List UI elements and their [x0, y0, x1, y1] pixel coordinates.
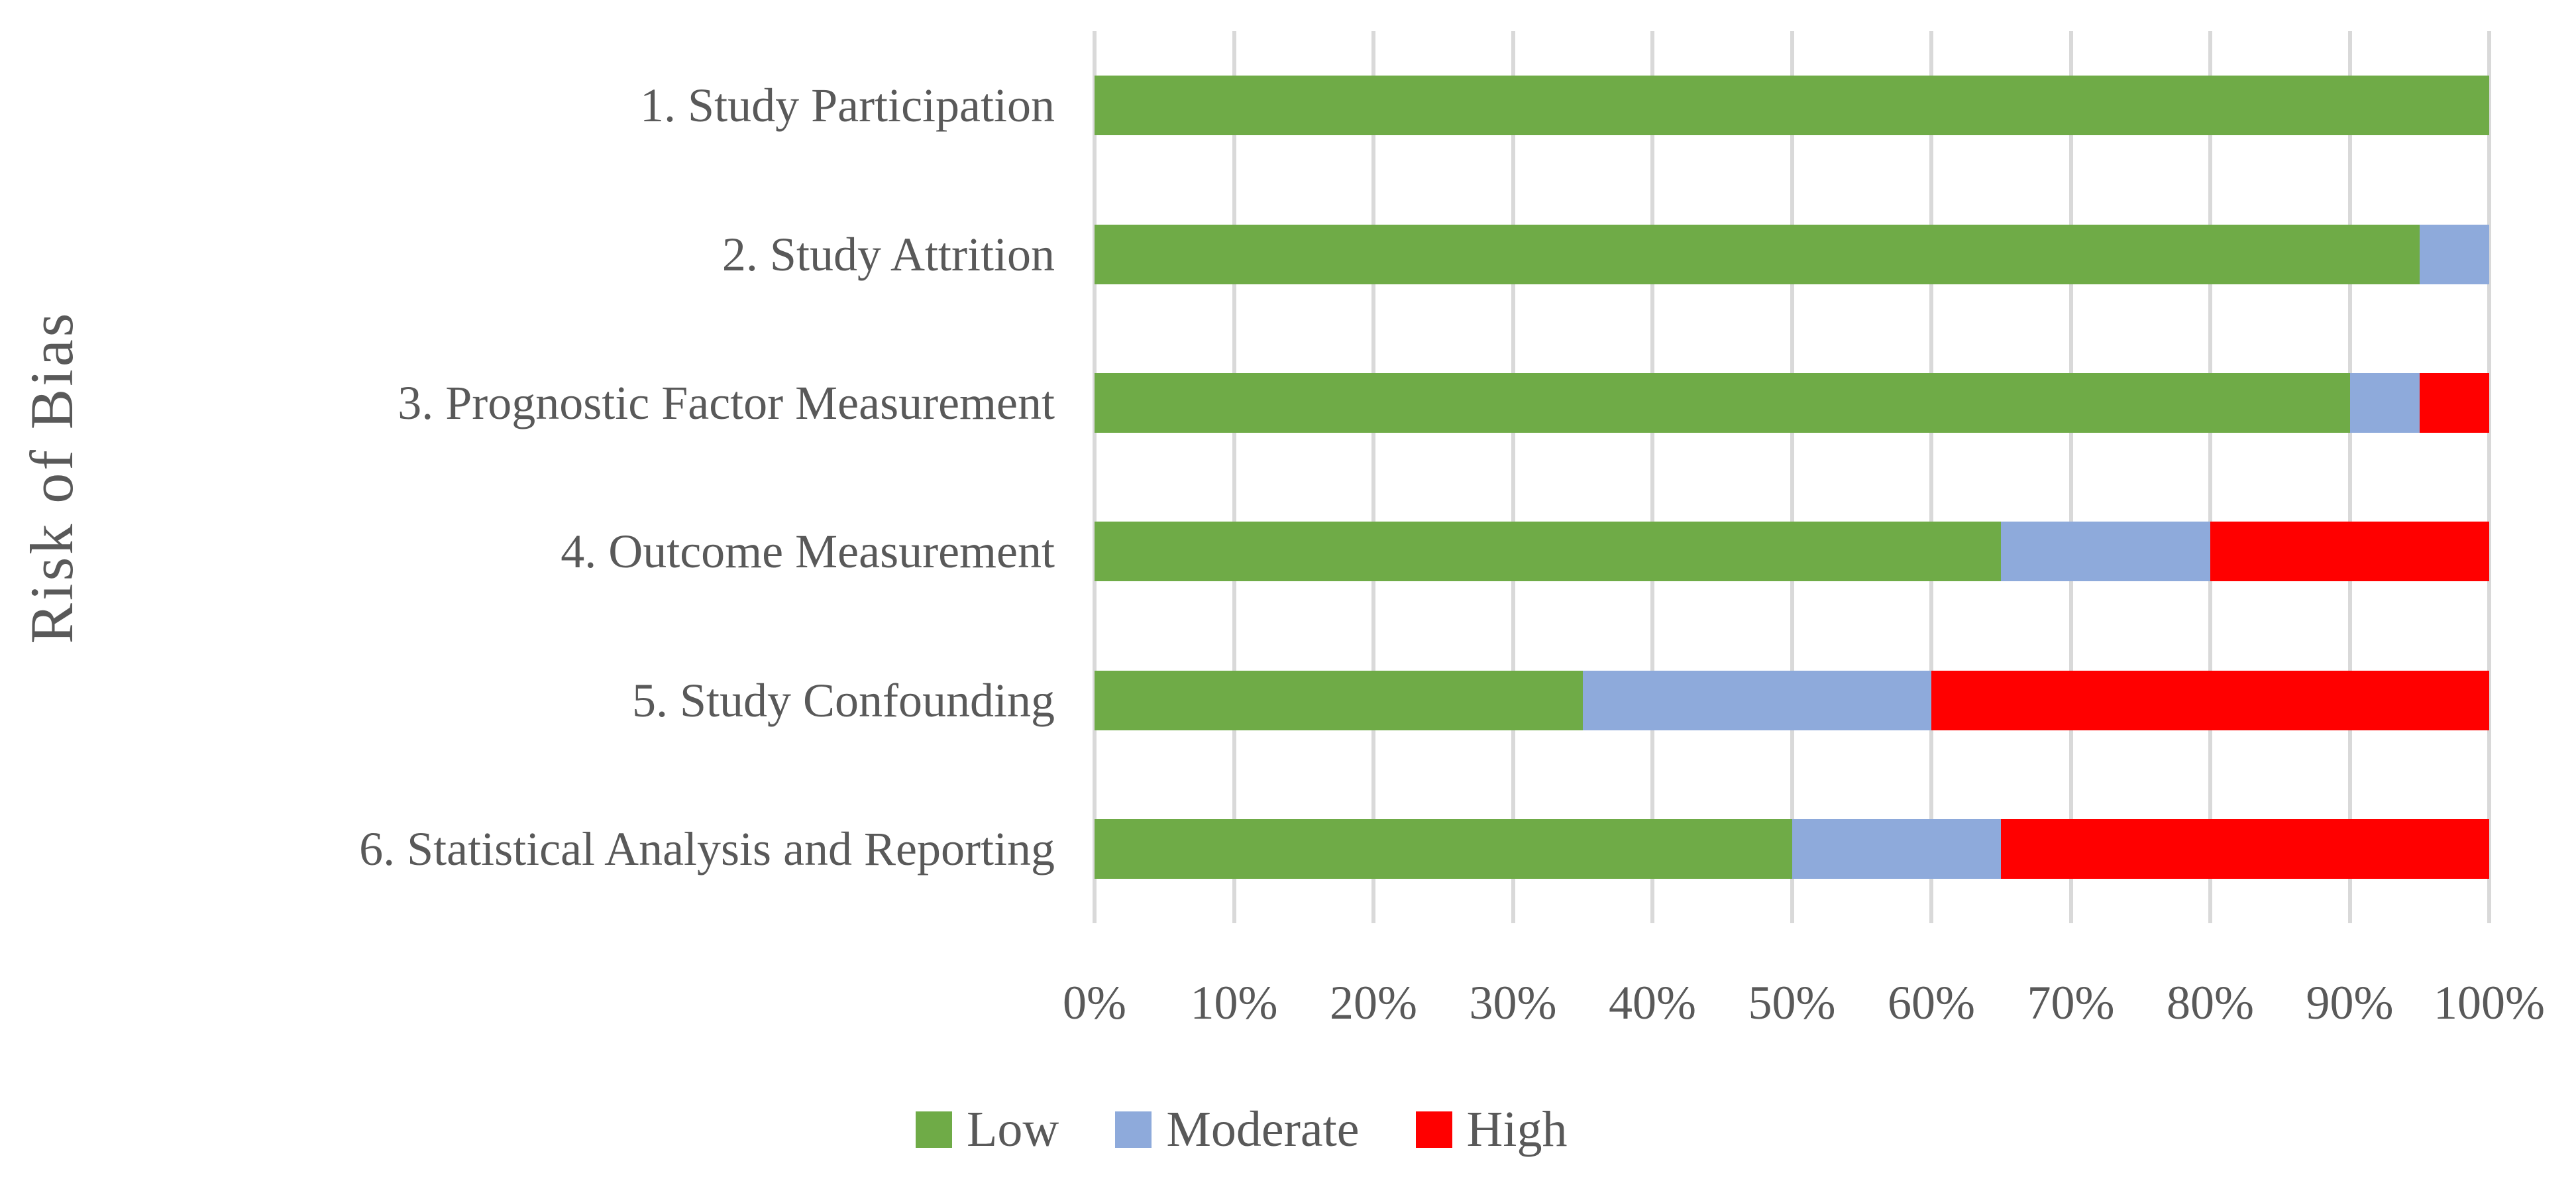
gridline-50% — [1790, 31, 1794, 923]
legend-label-high: High — [1466, 1101, 1568, 1157]
x-tick-label: 100% — [2434, 976, 2545, 1029]
category-label: 6. Statistical Analysis and Reporting — [359, 822, 1055, 875]
bar-segment-low — [1095, 76, 2489, 136]
bar-row — [1095, 522, 2489, 582]
category-label: 2. Study Attrition — [722, 227, 1055, 281]
legend-swatch-high — [1415, 1111, 1452, 1148]
x-tick-label: 50% — [1748, 976, 1836, 1029]
legend-label-low: Low — [967, 1101, 1059, 1157]
gridline-0% — [1093, 31, 1097, 923]
bar-row — [1095, 670, 2489, 730]
legend-swatch-moderate — [1115, 1111, 1152, 1148]
bar-segment-high — [2419, 372, 2489, 433]
bar-segment-moderate — [2349, 372, 2420, 433]
gridline-70% — [2068, 31, 2073, 923]
x-tick-label: 90% — [2306, 976, 2394, 1029]
x-tick-label: 10% — [1190, 976, 1278, 1029]
x-tick-label: 70% — [2027, 976, 2115, 1029]
bar-segment-low — [1095, 670, 1583, 730]
bar-row — [1095, 76, 2489, 136]
x-tick-label: 30% — [1469, 976, 1557, 1029]
bar-segment-low — [1095, 818, 1792, 879]
category-label: 1. Study Participation — [640, 79, 1055, 133]
bar-segment-moderate — [2001, 522, 2210, 582]
gridline-20% — [1371, 31, 1375, 923]
gridline-100% — [2487, 31, 2491, 923]
x-tick-label: 80% — [2167, 976, 2254, 1029]
bar-segment-high — [2001, 818, 2489, 879]
gridline-60% — [1929, 31, 1933, 923]
x-tick-label: 0% — [1063, 976, 1126, 1029]
bar-segment-moderate — [1792, 818, 2002, 879]
bar-row — [1095, 372, 2489, 433]
category-label: 5. Study Confounding — [631, 673, 1055, 727]
gridline-30% — [1511, 31, 1515, 923]
category-label: 3. Prognostic Factor Measurement — [398, 376, 1055, 429]
bar-segment-moderate — [2419, 224, 2489, 284]
bar-row — [1095, 818, 2489, 879]
plot-area — [1093, 31, 2491, 923]
gridline-90% — [2347, 31, 2352, 923]
gridline-40% — [1650, 31, 1654, 923]
gridline-80% — [2208, 31, 2212, 923]
category-label: 4. Outcome Measurement — [561, 525, 1055, 579]
x-tick-label: 60% — [1888, 976, 1975, 1029]
x-tick-label: 40% — [1609, 976, 1696, 1029]
bar-segment-high — [1931, 670, 2489, 730]
legend-label-moderate: Moderate — [1166, 1101, 1360, 1157]
bar-row — [1095, 224, 2489, 284]
bar-segment-moderate — [1582, 670, 1931, 730]
legend-item-low: Low — [916, 1104, 1059, 1155]
legend-item-high: High — [1415, 1101, 1568, 1157]
gridline-10% — [1232, 31, 1236, 923]
bar-segment-low — [1095, 224, 2420, 284]
x-tick-label: 20% — [1330, 976, 1417, 1029]
bar-segment-low — [1095, 372, 2350, 433]
y-axis-title: Risk of Bias — [18, 310, 85, 644]
legend-swatch-low — [916, 1111, 952, 1148]
bar-segment-low — [1095, 522, 2002, 582]
bar-segment-high — [2210, 522, 2489, 582]
legend-item-moderate: Moderate — [1115, 1101, 1360, 1157]
legend: Low Moderate High — [916, 1104, 1568, 1155]
